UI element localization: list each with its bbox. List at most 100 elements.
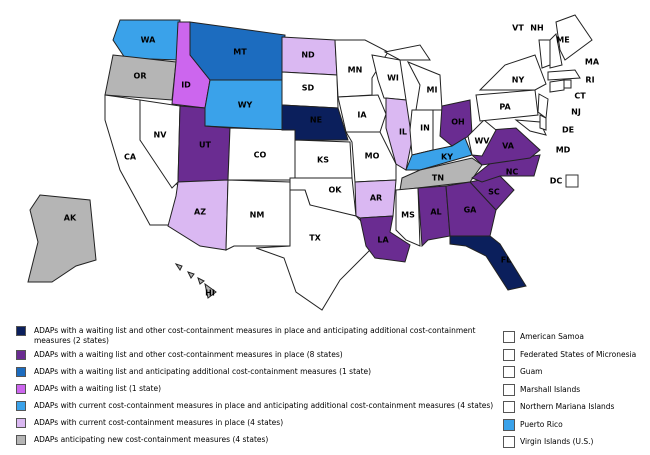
- state-label: OR: [134, 72, 147, 81]
- state-shape: [197, 277, 205, 285]
- state-shape: [139, 99, 181, 189]
- territory-swatch: [503, 383, 515, 396]
- territory-text: Marshall Islands: [520, 384, 581, 394]
- legend-text: ADAPs with current cost-containment meas…: [34, 418, 284, 427]
- state-shape: [255, 189, 371, 311]
- state-shape: [538, 39, 551, 69]
- state-label: MS: [401, 211, 415, 220]
- us-map: WA OR CA NV ID MT WY UT AZ CO NM ND SD NE KS OK TX MN IA MO…: [27, 14, 600, 311]
- state-shape: [555, 14, 593, 61]
- state-label: SD: [302, 84, 315, 93]
- territory-text: Virgin Islands (U.S.): [520, 437, 594, 446]
- state-shape: [174, 263, 183, 271]
- legend-text: ADAPs with a waiting list and anticipati…: [34, 367, 372, 376]
- state-label: IN: [420, 124, 430, 133]
- state-label: RI: [585, 76, 594, 85]
- state-shape: [395, 187, 421, 247]
- legend-text: ADAPs with a waiting list and other cost…: [34, 326, 476, 345]
- state-shape: [383, 44, 431, 61]
- territory-swatch: [503, 366, 515, 378]
- state-label: TN: [432, 174, 444, 183]
- state-label: CA: [124, 153, 137, 162]
- state-label: MI: [427, 86, 438, 95]
- state-label: WV: [474, 137, 490, 146]
- state-shape: [417, 185, 451, 248]
- state-shape: [204, 282, 217, 299]
- state-shape: [514, 119, 547, 136]
- state-shape: [445, 181, 497, 237]
- state-shape: [537, 93, 549, 119]
- legend-text: ADAPs with a waiting list and other cost…: [34, 350, 343, 359]
- legend-text: ADAPs anticipating new cost-containment …: [34, 435, 269, 444]
- state-shape: [225, 179, 291, 251]
- state-label: NH: [530, 24, 543, 33]
- state-label: NE: [310, 116, 322, 125]
- state-label: MO: [365, 152, 380, 161]
- state-shape: [475, 89, 539, 122]
- territory-swatch: [503, 418, 515, 431]
- state-label: AK: [64, 214, 77, 223]
- state-label: WI: [387, 74, 399, 83]
- state-label: SC: [488, 188, 500, 197]
- state-label: TX: [309, 234, 321, 243]
- territory-text: Federated States of Micronesia: [520, 349, 637, 359]
- state-label: OH: [451, 118, 465, 127]
- state-shape: [449, 235, 527, 291]
- state-label: MA: [585, 58, 600, 67]
- state-shape: [563, 79, 572, 89]
- state-label: NM: [250, 211, 265, 220]
- state-shape: [549, 32, 563, 69]
- state-label: AL: [430, 208, 441, 217]
- legend-swatch: [16, 350, 26, 360]
- state-label: LA: [377, 236, 389, 245]
- state-label: OK: [329, 186, 343, 195]
- dc-box: [565, 174, 579, 188]
- state-label: KY: [441, 153, 453, 162]
- state-label: VT: [512, 24, 524, 33]
- state-label: IA: [357, 111, 367, 120]
- state-label: NJ: [571, 108, 581, 117]
- territory-text: American Samoa: [520, 332, 584, 341]
- legend-swatch: [16, 367, 26, 377]
- territory-swatch: [503, 331, 515, 343]
- state-label: NY: [512, 76, 525, 85]
- state-label: ND: [301, 51, 315, 60]
- state-label: WA: [141, 36, 156, 45]
- state-label: FL: [501, 256, 512, 265]
- state-label: HI: [205, 289, 215, 298]
- state-label: NV: [154, 131, 168, 140]
- legend-swatch: [16, 435, 26, 445]
- territory-swatch: [503, 401, 515, 413]
- legend-text: ADAPs with current cost-containment meas…: [34, 401, 494, 410]
- state-label: AZ: [194, 208, 206, 217]
- legend-swatch: [16, 418, 26, 428]
- state-shape: [549, 79, 565, 93]
- state-shape: [409, 109, 434, 156]
- state-label: GA: [464, 206, 478, 215]
- state-shape: [359, 215, 411, 263]
- state-shape: [547, 69, 581, 81]
- state-label: NC: [506, 168, 519, 177]
- state-label: AR: [370, 194, 382, 203]
- territory-text: Puerto Rico: [520, 419, 563, 429]
- legend-text: ADAPs with a waiting list (1 state): [34, 384, 162, 393]
- state-label: ID: [181, 81, 191, 90]
- state-label: ME: [556, 36, 569, 45]
- state-shape: [27, 194, 97, 283]
- state-label: MN: [348, 66, 363, 75]
- state-label: CT: [574, 92, 586, 101]
- state-label: MD: [556, 146, 571, 155]
- state-shape: [467, 119, 497, 157]
- legend-swatch: [16, 326, 26, 336]
- state-label: DE: [562, 126, 574, 135]
- dc-label: DC: [550, 177, 563, 186]
- state-shape: [187, 271, 195, 279]
- territory-text: Guam: [520, 367, 543, 376]
- legend-swatch: [16, 384, 26, 394]
- state-shape: [337, 94, 387, 133]
- territory-text: Northern Mariana Islands: [520, 402, 615, 411]
- state-label: WY: [238, 101, 253, 110]
- state-label: PA: [499, 103, 511, 112]
- state-label: VA: [502, 142, 515, 151]
- state-label: IL: [399, 128, 407, 137]
